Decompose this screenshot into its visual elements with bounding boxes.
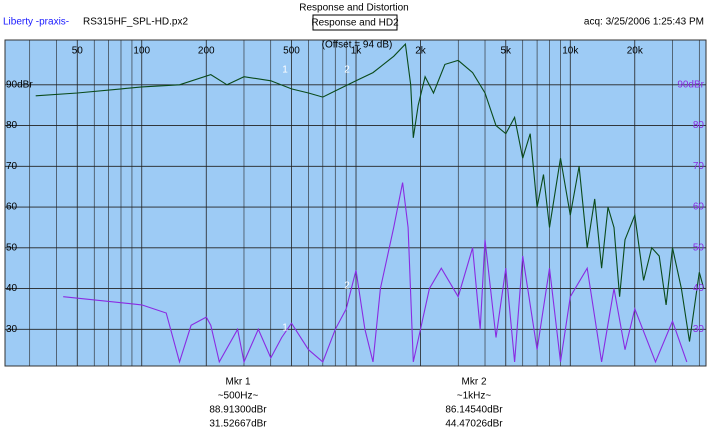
y-tick-label-right: 90dBr (677, 79, 704, 90)
x-tick-label: 2k (415, 46, 427, 57)
x-tick-label: 10k (562, 46, 579, 57)
y-tick-label: 30 (6, 324, 18, 335)
marker-id: 2 (344, 65, 350, 76)
marker-id: 1 (282, 65, 288, 76)
y-tick-label: 50 (6, 242, 18, 253)
series-line (35, 42, 705, 342)
x-tick-label: 1k (351, 46, 363, 57)
chart-title: Response and Distortion (299, 3, 409, 14)
y-tick-label: 90dBr (6, 79, 33, 90)
y-tick-label-right: 80 (693, 120, 705, 131)
brand: Liberty -praxis- (3, 17, 69, 28)
y-tick-label-right: 40 (693, 283, 705, 294)
annotation: (Offset = 94 dB) (322, 40, 393, 51)
acquired: acq: 3/25/2006 1:25:43 PM (584, 17, 704, 28)
x-tick-label: 500 (283, 46, 300, 57)
x-tick-label: 20k (627, 46, 644, 57)
y-tick-label-right: 30 (693, 324, 705, 335)
subtitle-box (312, 14, 398, 31)
y-tick-label-right: 70 (693, 161, 705, 172)
marker-label: Mkr 1 (226, 377, 251, 388)
y-tick-label: 70 (6, 161, 18, 172)
series-line (63, 182, 688, 364)
marker-id: 1 (282, 323, 288, 334)
plot-area (4, 39, 707, 367)
x-tick-label: 100 (133, 46, 150, 57)
marker-hd2: 31.52667dBr (209, 419, 267, 430)
marker-hd2: 44.47026dBr (445, 419, 503, 430)
file-name: RS315HF_SPL-HD.px2 (83, 17, 188, 28)
marker-id: 2 (344, 281, 350, 292)
x-tick-label: 200 (198, 46, 215, 57)
y-tick-label-right: 60 (693, 202, 705, 213)
marker-response: 88.91300dBr (209, 405, 267, 416)
marker-freq: ~500Hz~ (218, 391, 259, 402)
y-tick-label: 60 (6, 202, 18, 213)
y-tick-label: 80 (6, 120, 18, 131)
y-tick-label-right: 50 (693, 242, 705, 253)
x-tick-label: 50 (72, 46, 84, 57)
marker-freq: ~1kHz~ (457, 391, 492, 402)
y-tick-label: 40 (6, 283, 18, 294)
x-tick-label: 5k (500, 46, 512, 57)
marker-label: Mkr 2 (462, 377, 487, 388)
marker-response: 86.14540dBr (445, 405, 503, 416)
chart-subtitle: Response and HD2 (311, 18, 399, 29)
